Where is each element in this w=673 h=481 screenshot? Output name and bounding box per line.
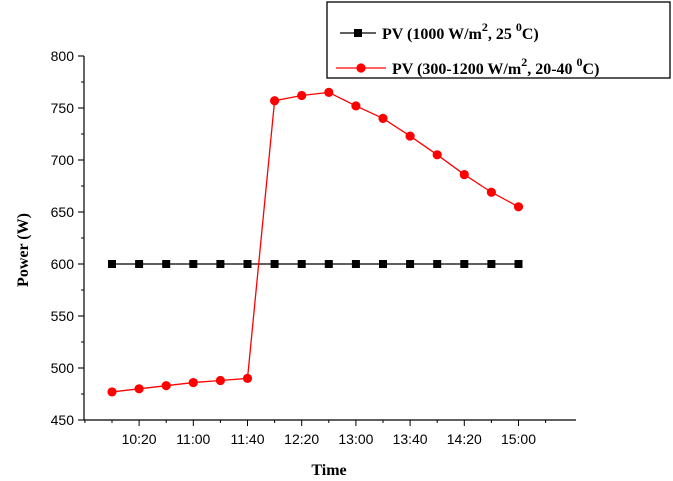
y-axis-title: Power (W) (15, 213, 32, 287)
x-axis-title: Time (311, 462, 346, 479)
legend-item-2: PV (300-1200 W/m2, 20-40 0C) (336, 55, 599, 78)
x-tick-label: 12:20 (284, 431, 319, 447)
data-point (297, 90, 307, 101)
data-point (297, 260, 306, 268)
data-point (215, 375, 225, 386)
y-axis-ticks: 450 500 550 600 650 700 750 800 (51, 48, 84, 428)
data-point (459, 169, 469, 180)
legend-item-1: PV (1000 W/m2, 25 0C) (340, 20, 539, 43)
legend: PV (1000 W/m2, 25 0C) PV (300-1200 W/m2, … (326, 1, 671, 79)
data-point (270, 260, 279, 268)
data-point (487, 260, 496, 268)
data-point (324, 260, 333, 268)
axes (83, 56, 576, 421)
y-tick-label: 500 (51, 360, 75, 376)
data-point (134, 384, 144, 394)
data-point (108, 260, 116, 268)
data-point (242, 373, 253, 383)
data-point (351, 260, 360, 268)
data-point (270, 96, 280, 106)
data-point (514, 260, 523, 268)
data-point (378, 113, 388, 123)
data-point (513, 202, 524, 212)
legend-label: PV (1000 W/m2, 25 0C) (382, 20, 539, 43)
legend-box (326, 1, 671, 79)
legend-marker (356, 63, 366, 73)
legend-label: PV (300-1200 W/m2, 20-40 0C) (392, 55, 599, 78)
data-point (188, 377, 198, 388)
data-point (324, 87, 334, 97)
data-point (405, 131, 415, 141)
x-tick-label: 10:20 (122, 431, 157, 447)
data-point (351, 101, 361, 111)
data-point (135, 260, 144, 268)
series-layer (107, 87, 524, 397)
y-tick-label: 450 (51, 412, 75, 428)
y-tick-label: 800 (51, 48, 75, 64)
x-tick-label: 15:00 (501, 431, 536, 447)
y-tick-label: 550 (51, 308, 75, 324)
y-tick-label: 700 (51, 152, 75, 168)
x-tick-label: 13:00 (338, 431, 373, 447)
legend-marker (354, 29, 362, 37)
y-tick-label: 750 (51, 100, 75, 116)
x-tick-label: 11:00 (176, 431, 210, 447)
series-2 (107, 87, 524, 397)
data-point (486, 187, 496, 197)
series-1 (108, 260, 523, 268)
data-point (460, 260, 469, 268)
y-tick-label: 600 (51, 256, 75, 272)
data-point (161, 381, 171, 391)
data-point (433, 260, 442, 268)
series-line (111, 91, 519, 393)
x-tick-label: 11:40 (231, 431, 265, 447)
data-point (243, 260, 252, 268)
data-point (216, 260, 225, 268)
data-point (107, 387, 117, 397)
data-point (162, 260, 171, 268)
x-tick-label: 14:20 (447, 431, 482, 447)
x-tick-label: 13:40 (393, 431, 428, 447)
data-point (379, 260, 387, 268)
data-point (189, 260, 198, 268)
data-point (406, 260, 415, 268)
x-axis-ticks: 10:20 11:00 11:40 12:20 13:00 13:40 14:20 15:00 (84, 420, 547, 447)
data-point (432, 150, 442, 160)
y-tick-label: 650 (51, 204, 75, 220)
